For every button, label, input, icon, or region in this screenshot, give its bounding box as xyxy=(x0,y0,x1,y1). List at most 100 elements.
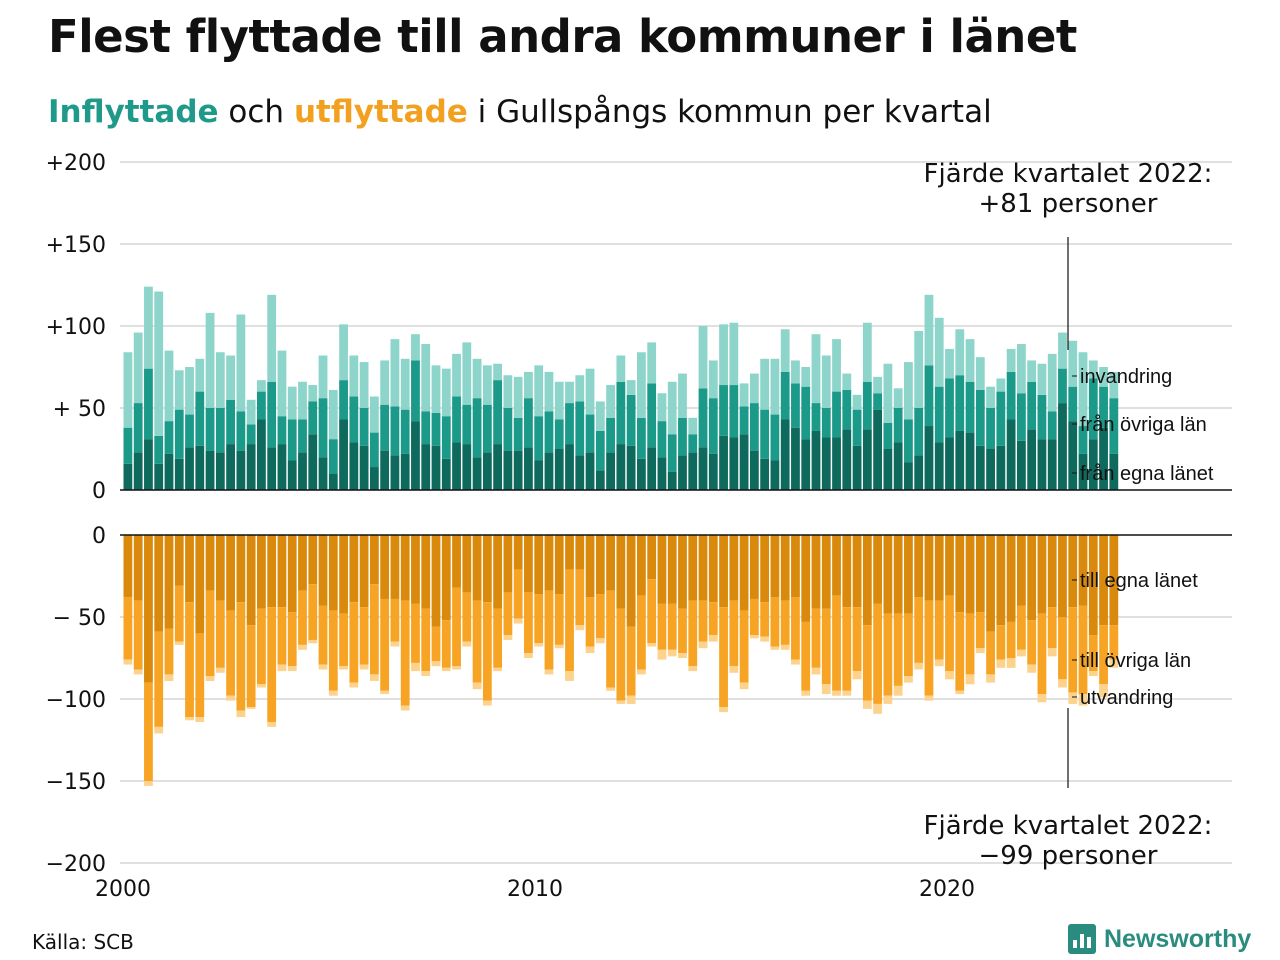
outflow-bar-own xyxy=(626,535,636,627)
outflow-bar-emigration xyxy=(565,671,574,681)
inflow-bar-other xyxy=(174,409,184,459)
outflow-bar-other xyxy=(544,590,554,670)
inflow-bar-own xyxy=(472,457,482,490)
inflow-bar-other xyxy=(791,383,800,428)
inflow-bar-immigration xyxy=(585,368,595,415)
outflow-bar-emigration xyxy=(821,684,831,695)
inflow-bar-own xyxy=(606,452,615,490)
x-tick-label: 2020 xyxy=(919,877,975,902)
inflow-bar-other xyxy=(595,430,605,471)
x-tick-label: 2000 xyxy=(95,877,151,902)
inflow-bar-other xyxy=(246,424,256,445)
inflow-bar-immigration xyxy=(606,385,615,418)
outflow-bar-emigration xyxy=(852,671,862,680)
outflow-bar-own xyxy=(575,535,585,570)
inflow-bar-other xyxy=(472,398,482,458)
outflow-bar-other xyxy=(801,621,811,691)
inflow-bar-immigration xyxy=(626,380,636,395)
inflow-bar-other xyxy=(832,391,841,438)
inflow-bar-other xyxy=(739,406,749,435)
inflow-bar-own xyxy=(452,442,461,490)
outflow-bar-emigration xyxy=(441,667,451,672)
outflow-bar-other xyxy=(1037,613,1047,695)
inflow-bar-own xyxy=(226,444,235,490)
inflow-bar-immigration xyxy=(698,326,708,389)
inflow-bar-immigration xyxy=(708,360,718,399)
outflow-bar-other xyxy=(1068,607,1078,693)
outflow-bar-own xyxy=(811,535,821,609)
outflow-bar-other xyxy=(708,602,718,636)
inflow-bar-other xyxy=(1016,393,1026,441)
outflow-bar-other xyxy=(513,569,523,619)
subtitle: Inflyttade och utflyttade i Gullspångs k… xyxy=(48,94,992,130)
inflow-bar-other xyxy=(328,439,338,474)
outflow-bar-emigration xyxy=(236,710,246,718)
inflow-bar-own xyxy=(308,434,318,490)
outflow-bar-other xyxy=(996,625,1006,660)
inflow-bar-own xyxy=(544,452,554,490)
inflow-bar-other xyxy=(780,371,790,420)
inflow-bar-immigration xyxy=(298,381,307,420)
y-tick-label: +100 xyxy=(46,315,106,340)
outflow-bar-other xyxy=(123,597,133,660)
inflow-bar-immigration xyxy=(462,342,472,405)
inflow-bar-immigration xyxy=(400,358,410,410)
inflow-bar-other xyxy=(462,404,472,445)
inflow-bar-other xyxy=(986,408,995,449)
outflow-bar-emigration xyxy=(842,690,852,696)
inflow-bar-own xyxy=(883,449,893,490)
series-labels: invandring från övriga län från egna länet… xyxy=(1072,366,1214,709)
outflow-bar-other xyxy=(606,590,615,688)
inflow-bar-own xyxy=(349,442,359,490)
inflow-bar-immigration xyxy=(791,360,800,384)
inflow-bar-immigration xyxy=(678,373,687,418)
newsworthy-logo-icon xyxy=(1068,924,1096,954)
inflow-bar-other xyxy=(236,411,246,451)
inflow-bar-other xyxy=(144,368,153,440)
inflow-bar-own xyxy=(678,455,687,490)
outflow-bar-emigration xyxy=(349,682,359,688)
inflow-bar-other xyxy=(924,365,934,427)
outflow-bar-other xyxy=(441,620,451,668)
inflow-bar-other xyxy=(1037,394,1047,440)
inflow-bar-other xyxy=(164,421,174,454)
inflow-bar-other xyxy=(657,421,667,458)
inflow-bar-other xyxy=(1109,398,1119,454)
inflow-bar-other xyxy=(729,385,739,438)
outflow-bar-own xyxy=(637,535,646,596)
outflow-bar-emigration xyxy=(965,674,975,685)
inflow-bar-own xyxy=(1006,419,1016,490)
outflow-bar-own xyxy=(133,535,143,601)
outflow-bar-own xyxy=(852,535,862,608)
inflow-bar-own xyxy=(893,442,903,490)
inflow-bar-own xyxy=(246,444,256,490)
outflow-bar-other xyxy=(595,594,605,639)
inflow-bar-own xyxy=(647,447,657,490)
inflow-bar-own xyxy=(174,458,184,490)
outflow-bar-other xyxy=(1088,635,1098,672)
inflow-bar-own xyxy=(770,460,780,490)
outflow-bar-emigration xyxy=(883,695,893,704)
outflow-bar-own xyxy=(1078,535,1088,606)
annotations: Fjärde kvartalet 2022:+81 personerFjärde… xyxy=(924,159,1213,871)
outflow-bar-own xyxy=(1099,535,1108,626)
inflow-bar-other xyxy=(821,408,831,438)
inflow-bar-immigration xyxy=(1099,367,1108,387)
outflow-bar-own xyxy=(287,535,297,613)
outflow-bar-emigration xyxy=(226,695,235,701)
inflow-bar-other xyxy=(154,435,164,464)
outflow-bar-other xyxy=(257,608,266,685)
outflow-bar-emigration xyxy=(719,707,728,713)
outflow-bar-other xyxy=(339,613,348,667)
inflow-bar-immigration xyxy=(986,386,995,408)
series-label-inflow: från egna länet xyxy=(1080,463,1214,485)
newsworthy-logo[interactable]: Newsworthy xyxy=(1068,924,1251,954)
inflow-bar-own xyxy=(431,445,441,490)
inflow-bar-immigration xyxy=(246,399,256,425)
inflow-bar-own xyxy=(585,452,595,490)
inflow-bar-own xyxy=(1109,453,1119,490)
inflow-bar-other xyxy=(873,393,883,410)
annotation-line2: −99 personer xyxy=(979,841,1158,871)
inflow-bar-immigration xyxy=(339,324,348,381)
subtitle-inflow-word: Inflyttade xyxy=(48,94,219,130)
